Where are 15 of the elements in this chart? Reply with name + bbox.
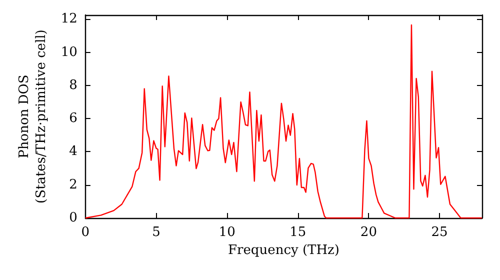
x-axis-title: Frequency (THz): [228, 243, 340, 258]
x-tick-label: 20: [360, 225, 377, 240]
x-tick-label: 10: [218, 225, 236, 240]
y-tick-label: 6: [69, 111, 78, 126]
y-tick-label: 0: [69, 210, 78, 226]
y-axis-title: Phonon DOS (States/THz·primitive cell): [17, 29, 49, 204]
y-tick-label: 12: [60, 12, 78, 27]
y-tick-label: 8: [69, 78, 78, 93]
y-tick-label: 10: [60, 44, 78, 60]
y-tick-label: 2: [69, 177, 78, 192]
y-tick-label: 4: [69, 144, 78, 160]
x-tick-label: 0: [81, 225, 90, 240]
x-tick-label: 15: [290, 225, 306, 240]
x-tick-label: 5: [152, 225, 160, 240]
x-tick-label: 25: [431, 225, 448, 240]
